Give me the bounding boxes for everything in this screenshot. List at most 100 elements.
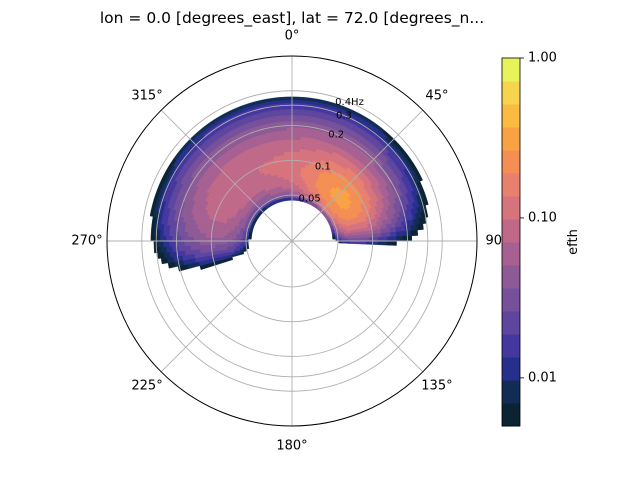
spectrum-cell [297, 108, 304, 113]
spectrum-cell [291, 127, 298, 131]
spectrum-cell [298, 163, 303, 168]
spectrum-cell [242, 242, 246, 246]
colorbar-band [502, 173, 520, 197]
radial-tick-label: 0.05 [298, 194, 320, 205]
spectrum-cell [220, 237, 225, 242]
spectrum-cell [193, 240, 197, 246]
colorbar-tick-label: 0.10 [528, 210, 557, 225]
spectrum-cell [272, 97, 280, 102]
direction-tick-label: 270° [71, 234, 102, 249]
spectrum-cell [280, 111, 287, 116]
spectrum-cell [291, 120, 298, 125]
spectrum-cell [233, 245, 237, 249]
spectrum-cell [285, 105, 293, 110]
spectrum-cell [284, 154, 289, 159]
colorbar-bands [502, 58, 520, 427]
spectrum-cell [341, 236, 346, 240]
spectrum-cell [288, 163, 293, 168]
spectrum-cell [408, 235, 413, 242]
colorbar-band [502, 334, 520, 358]
spectrum-cell [151, 222, 156, 230]
spectrum-cell [187, 245, 192, 251]
spectrum-cell [214, 247, 219, 252]
chart-title: lon = 0.0 [degrees_east], lat = 72.0 [de… [100, 9, 484, 28]
colorbar-band [502, 357, 520, 381]
spectrum-cell [384, 240, 388, 246]
spectrum-cell [199, 240, 203, 246]
spectrum-cell [296, 130, 302, 134]
direction-tick-label: 135° [421, 378, 452, 393]
spectrum-cell [282, 130, 288, 134]
spectrum-cell [294, 172, 299, 177]
spectrum-cell [368, 233, 373, 238]
spectrum-cell [365, 240, 370, 245]
colorbar: 0.01 0.10 1.00 efth [501, 51, 581, 427]
spectrum-cell [223, 246, 228, 251]
spectrum-cell [193, 244, 198, 250]
spectrum-cell [285, 96, 293, 101]
spectrum-cell [217, 240, 222, 245]
spectrum-cell [232, 243, 237, 247]
spectrum-cell [283, 145, 289, 150]
spectrum-cell [414, 229, 418, 236]
spectrum-cell [178, 245, 182, 252]
spectrum-cell [282, 139, 288, 144]
direction-gridline [291, 109, 424, 242]
spectrum-cell [291, 148, 297, 152]
spectrum-cell [286, 178, 290, 183]
spectrum-cell [416, 174, 423, 182]
spectrum-cell [202, 244, 207, 250]
spectrum-cell [291, 151, 297, 155]
spectrum-cell [282, 169, 287, 174]
spectrum-cell [214, 240, 219, 245]
spectrum-cell [286, 120, 293, 125]
spectrum-cell [359, 240, 364, 245]
spectrum-cell [297, 118, 303, 122]
spectrum-cell [214, 237, 219, 242]
spectrum-cell [184, 240, 188, 246]
direction-tick-label: 45° [425, 89, 448, 104]
spectrum-cell [296, 121, 303, 125]
spectrum-cell [291, 117, 298, 122]
spectrum-cell [362, 240, 367, 245]
spectrum-cell [199, 232, 204, 238]
spectrum-cell [419, 223, 424, 230]
spectrum-cell [205, 237, 210, 242]
spectrum-cell [332, 236, 336, 240]
spectrum-cell [389, 231, 394, 237]
direction-gridline [160, 240, 293, 373]
spectrum-cell [291, 99, 299, 104]
spectrum-cell [291, 105, 299, 110]
colorbar-tick-label: 1.00 [528, 51, 557, 66]
spectrum-cell [384, 236, 388, 242]
colorbar-tick-label: 0.01 [528, 370, 557, 385]
spectrum-cell [286, 117, 293, 122]
spectrum-cell [294, 169, 299, 174]
radial-tick-label: 0.3 [336, 111, 352, 122]
spectrum-cell [402, 230, 406, 237]
spectrum-cell [287, 151, 293, 155]
spectrum-cell [211, 233, 216, 238]
spectrum-cell [362, 237, 367, 242]
spectrum-cell [296, 139, 302, 144]
spectrum-cell [156, 234, 161, 242]
spectrum-cell [187, 240, 191, 246]
spectrum-cell [291, 154, 296, 159]
spectrum-cell [297, 105, 304, 110]
spectrum-cell [205, 233, 210, 238]
spectrum-cell [150, 228, 155, 236]
spectrum-cell [287, 191, 291, 195]
spectrum-cell [387, 236, 391, 242]
spectrum-cell [165, 235, 170, 242]
spectrum-cell [362, 234, 367, 239]
spectrum-cell [169, 246, 173, 252]
spectrum-cell [202, 236, 206, 242]
spectrum-cell [285, 99, 293, 104]
spectrum-cell [159, 235, 164, 242]
spectrum-cell [283, 176, 287, 180]
spectrum-cell [408, 230, 412, 237]
spectrum-cell [217, 234, 222, 239]
spectrum-cell [288, 169, 293, 174]
spectrum-cell [291, 114, 298, 119]
radial-tick-label: 0.2 [328, 129, 344, 140]
